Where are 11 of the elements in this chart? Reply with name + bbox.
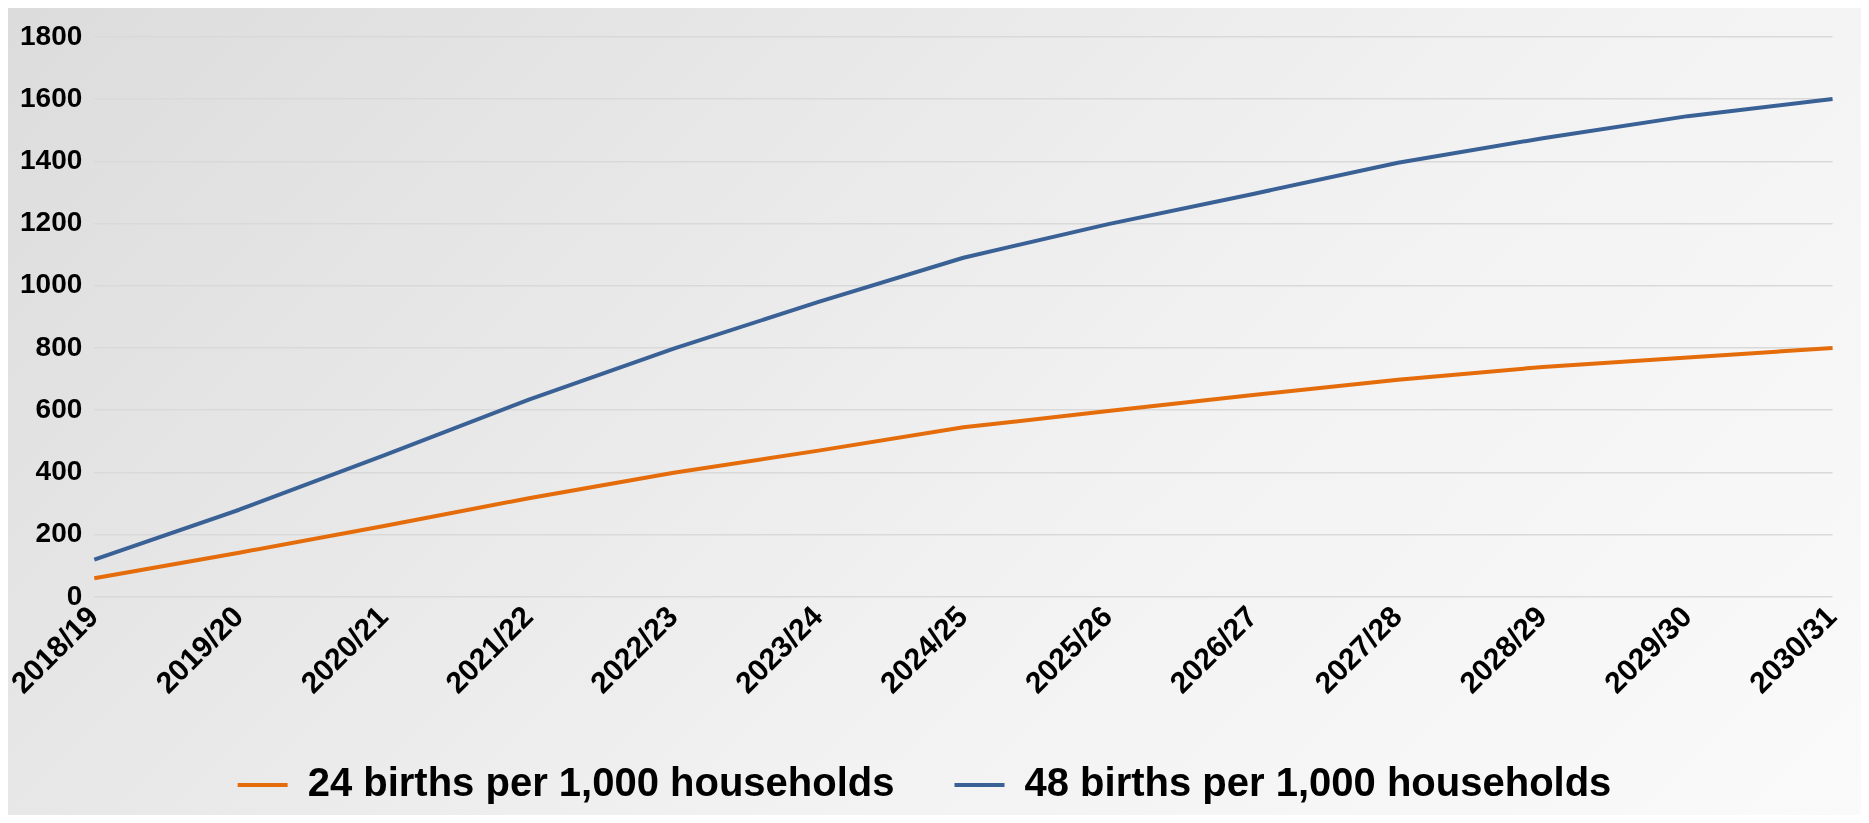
y-tick-label: 600 xyxy=(35,392,83,424)
y-tick-label: 1200 xyxy=(19,206,83,238)
y-tick-label: 1000 xyxy=(19,268,83,300)
y-tick-label: 1800 xyxy=(19,19,83,51)
legend-label: 48 births per 1,000 households xyxy=(1024,760,1612,805)
y-tick-label: 200 xyxy=(35,517,83,549)
legend-label: 24 births per 1,000 households xyxy=(307,760,895,805)
y-tick-label: 400 xyxy=(35,455,83,487)
y-tick-label: 1600 xyxy=(19,81,83,113)
y-tick-label: 1400 xyxy=(19,143,83,175)
y-tick-label: 800 xyxy=(35,330,83,362)
